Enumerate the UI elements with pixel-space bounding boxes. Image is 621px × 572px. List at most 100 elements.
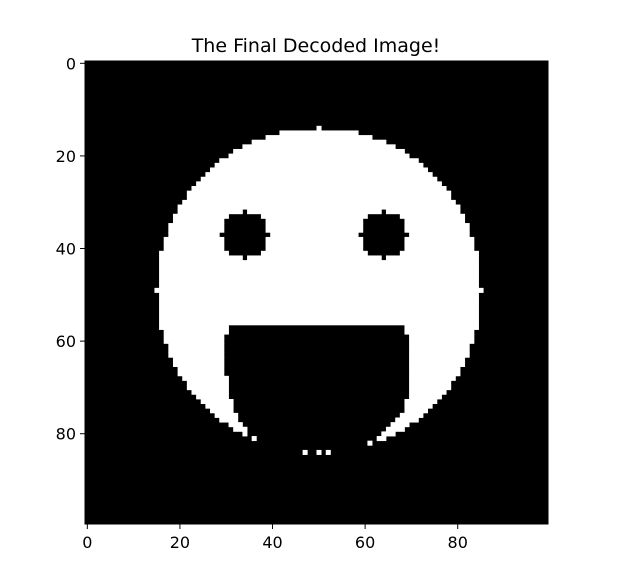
image-pixel-run: [159, 301, 479, 307]
image-pixel-run: [409, 366, 461, 372]
image-pixel-run: [404, 246, 475, 252]
image-pixel-run: [233, 148, 405, 154]
image-pixel-run: [172, 213, 229, 219]
x-tick-label: 80: [448, 533, 468, 552]
image-pixel-run: [159, 283, 479, 289]
image-pixel-run: [159, 297, 479, 303]
image-pixel-run: [404, 218, 466, 224]
image-pixel-run: [385, 426, 405, 432]
image-pixel-run: [205, 403, 234, 409]
x-tick-label: 20: [170, 533, 190, 552]
y-axis: 0 20 40 60 80: [56, 54, 85, 444]
image-pixel-run: [159, 260, 479, 266]
image-pixel-run: [233, 426, 248, 432]
image-pixel-run: [260, 250, 368, 256]
image-pixel-run: [265, 241, 364, 247]
image-pixel-run: [404, 408, 429, 414]
image-pixel-run: [385, 209, 461, 215]
image-pixel-run: [399, 412, 424, 418]
image-pixel-run: [409, 380, 452, 386]
image-pixel-run: [404, 227, 470, 233]
image-pixel-run: [200, 398, 234, 405]
image-pixel-run: [242, 431, 248, 437]
image-pixel-run: [409, 352, 470, 358]
image-pixel-run: [159, 315, 479, 321]
image-pixel-run: [172, 357, 225, 363]
image-pixel-run: [409, 232, 470, 238]
image-pixel-run: [159, 264, 479, 270]
image-pixel-run: [196, 181, 442, 187]
image-pixel-run: [279, 130, 359, 136]
image-pixel-run: [163, 334, 225, 340]
image-pixel-run: [409, 343, 470, 349]
image-pixel-run: [172, 218, 225, 224]
image-pixel-run: [159, 320, 479, 326]
y-tick-label: 0: [66, 54, 76, 73]
image-pixel-run: [409, 371, 461, 377]
image-pixel-run: [265, 246, 364, 252]
image-pixel-run: [265, 218, 364, 224]
x-tick-label: 0: [82, 533, 92, 552]
image-pixel-run: [182, 375, 229, 381]
image-pixel-run: [177, 366, 225, 372]
image-pixel-run: [242, 144, 396, 150]
image-pixel-run: [168, 223, 225, 229]
x-tick-label: 60: [355, 533, 375, 552]
image-pixel-run: [395, 417, 419, 423]
image-pixel-run: [200, 176, 438, 182]
image-pixel-run: [228, 422, 243, 428]
image-pixel-run: [228, 153, 410, 159]
image-pixel-run: [159, 292, 479, 298]
image-pixel-run: [159, 278, 479, 284]
image-pixel-run: [210, 408, 234, 414]
image-pixel-run: [186, 380, 229, 386]
image-pixel-run: [163, 241, 225, 247]
image-pixel-run: [159, 269, 479, 275]
image-pixel-run: [219, 158, 419, 164]
image-pixel-run: [159, 311, 479, 317]
image-pixel-run: [163, 246, 225, 252]
image-pixel-run: [168, 343, 225, 349]
image-pixel-run: [159, 255, 243, 261]
image-pixel-run: [168, 348, 225, 354]
image-pixel-run: [265, 135, 373, 141]
image-pixel-run: [367, 440, 373, 446]
image-pixel-run: [186, 195, 452, 201]
image-pixel-run: [186, 190, 452, 196]
image-pixel-run: [159, 324, 229, 330]
axes-frame: [84, 60, 549, 525]
image-pixel-run: [404, 329, 475, 335]
y-tick-label: 60: [56, 332, 76, 351]
image-pixel-run: [390, 422, 410, 428]
image-pixels: [154, 125, 484, 455]
image-pixel-run: [251, 436, 257, 442]
image-pixel-run: [159, 250, 229, 256]
image-pixel-run: [409, 361, 466, 367]
image-pixel-run: [409, 385, 452, 391]
image-pixel-run: [260, 213, 368, 219]
x-tick-label: 40: [262, 533, 282, 552]
image-pixel-run: [177, 204, 461, 210]
image-pixel-run: [191, 186, 447, 192]
image-pixel-run: [409, 338, 475, 344]
image-pixel-run: [325, 449, 331, 455]
image-pixel-run: [265, 227, 364, 233]
image-pixel-run: [409, 348, 470, 354]
image-pixel-run: [409, 334, 475, 340]
image-pixel-run: [214, 412, 239, 418]
image-pixel-run: [404, 403, 433, 409]
y-tick-label: 80: [56, 425, 76, 444]
image-pixel-run: [168, 227, 225, 233]
image-pixel-run: [182, 199, 456, 205]
image-pixel-run: [316, 125, 322, 131]
image-pixel-run: [265, 223, 364, 229]
image-pixel-run: [399, 250, 479, 256]
image-pixel-run: [404, 241, 475, 247]
image-pixel-run: [251, 139, 387, 145]
image-pixel-run: [177, 209, 243, 215]
chart-title: The Final Decoded Image!: [191, 35, 441, 57]
image-pixel-run: [163, 338, 225, 344]
image-pixel-run: [191, 389, 229, 395]
image-pixel-run: [404, 398, 438, 405]
